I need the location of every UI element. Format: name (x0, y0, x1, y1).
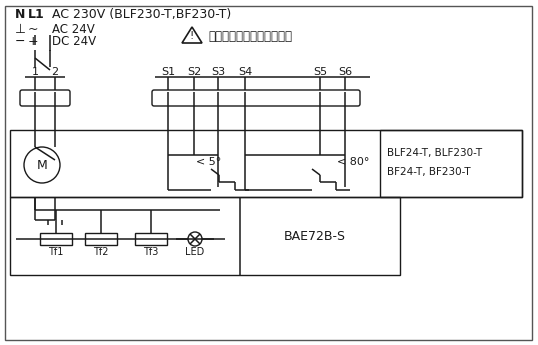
Text: M: M (37, 158, 47, 171)
Bar (380, 130, 522, 197)
Text: S4: S4 (238, 67, 252, 77)
Text: +: + (28, 34, 39, 48)
Text: Tf2: Tf2 (93, 247, 109, 257)
Text: L1: L1 (28, 8, 45, 20)
Bar (10, 130, 522, 197)
Text: 2: 2 (52, 67, 59, 77)
Bar (135, 233, 167, 245)
Bar (85, 233, 117, 245)
Text: AC 230V (BLF230-T,BF230-T): AC 230V (BLF230-T,BF230-T) (52, 8, 231, 20)
Text: < 80°: < 80° (337, 157, 370, 167)
Text: ⊥: ⊥ (15, 22, 26, 36)
Text: Tf3: Tf3 (143, 247, 159, 257)
Text: N: N (15, 8, 25, 20)
Text: S6: S6 (338, 67, 352, 77)
Text: LED: LED (186, 247, 204, 257)
Text: S3: S3 (211, 67, 225, 77)
Bar (10, 197, 400, 275)
Text: 通过安全隔离的变压器连接: 通过安全隔离的变压器连接 (208, 30, 292, 42)
Text: BF24-T, BF230-T: BF24-T, BF230-T (387, 167, 471, 177)
Bar (40, 233, 72, 245)
Text: S5: S5 (313, 67, 327, 77)
Text: S1: S1 (161, 67, 175, 77)
Text: AC 24V: AC 24V (52, 22, 95, 36)
Text: DC 24V: DC 24V (52, 34, 96, 48)
Text: S2: S2 (187, 67, 201, 77)
Text: −: − (15, 34, 25, 48)
Text: BLF24-T, BLF230-T: BLF24-T, BLF230-T (387, 148, 482, 158)
Text: !: ! (190, 31, 194, 41)
Text: BAE72B-S: BAE72B-S (284, 229, 346, 243)
Text: ~: ~ (28, 22, 39, 36)
Text: < 5°: < 5° (196, 157, 221, 167)
Text: 1: 1 (32, 67, 39, 77)
Text: Tf1: Tf1 (48, 247, 63, 257)
